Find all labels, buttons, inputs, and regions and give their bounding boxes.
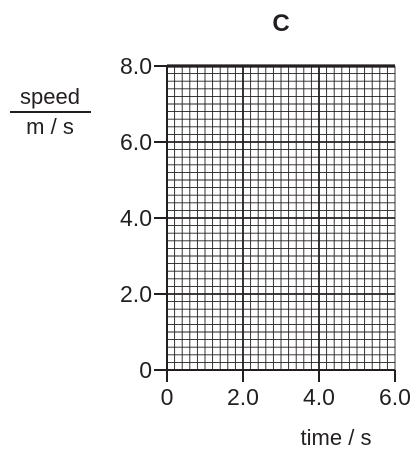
y-tick-label: 8.0 [120,53,152,79]
chart-title: C [272,10,289,37]
tick-labels: 0 2.0 4.0 6.0 8.0 0 2.0 4.0 6.0 [120,53,411,410]
x-tick-label: 4.0 [303,384,335,410]
tick-marks [154,65,396,382]
y-tick-label: 0 [139,357,152,383]
major-gridlines [167,66,395,370]
y-tick-label: 6.0 [120,129,152,155]
y-tick-label: 4.0 [120,205,152,231]
x-axis-label: time / s [301,425,372,450]
x-tick-label: 6.0 [379,384,411,410]
x-tick-label: 0 [161,384,174,410]
y-axis-label-unit: m / s [26,114,74,139]
y-axis-label-quantity: speed [20,84,80,109]
x-tick-label: 2.0 [227,384,259,410]
y-tick-label: 2.0 [120,281,152,307]
